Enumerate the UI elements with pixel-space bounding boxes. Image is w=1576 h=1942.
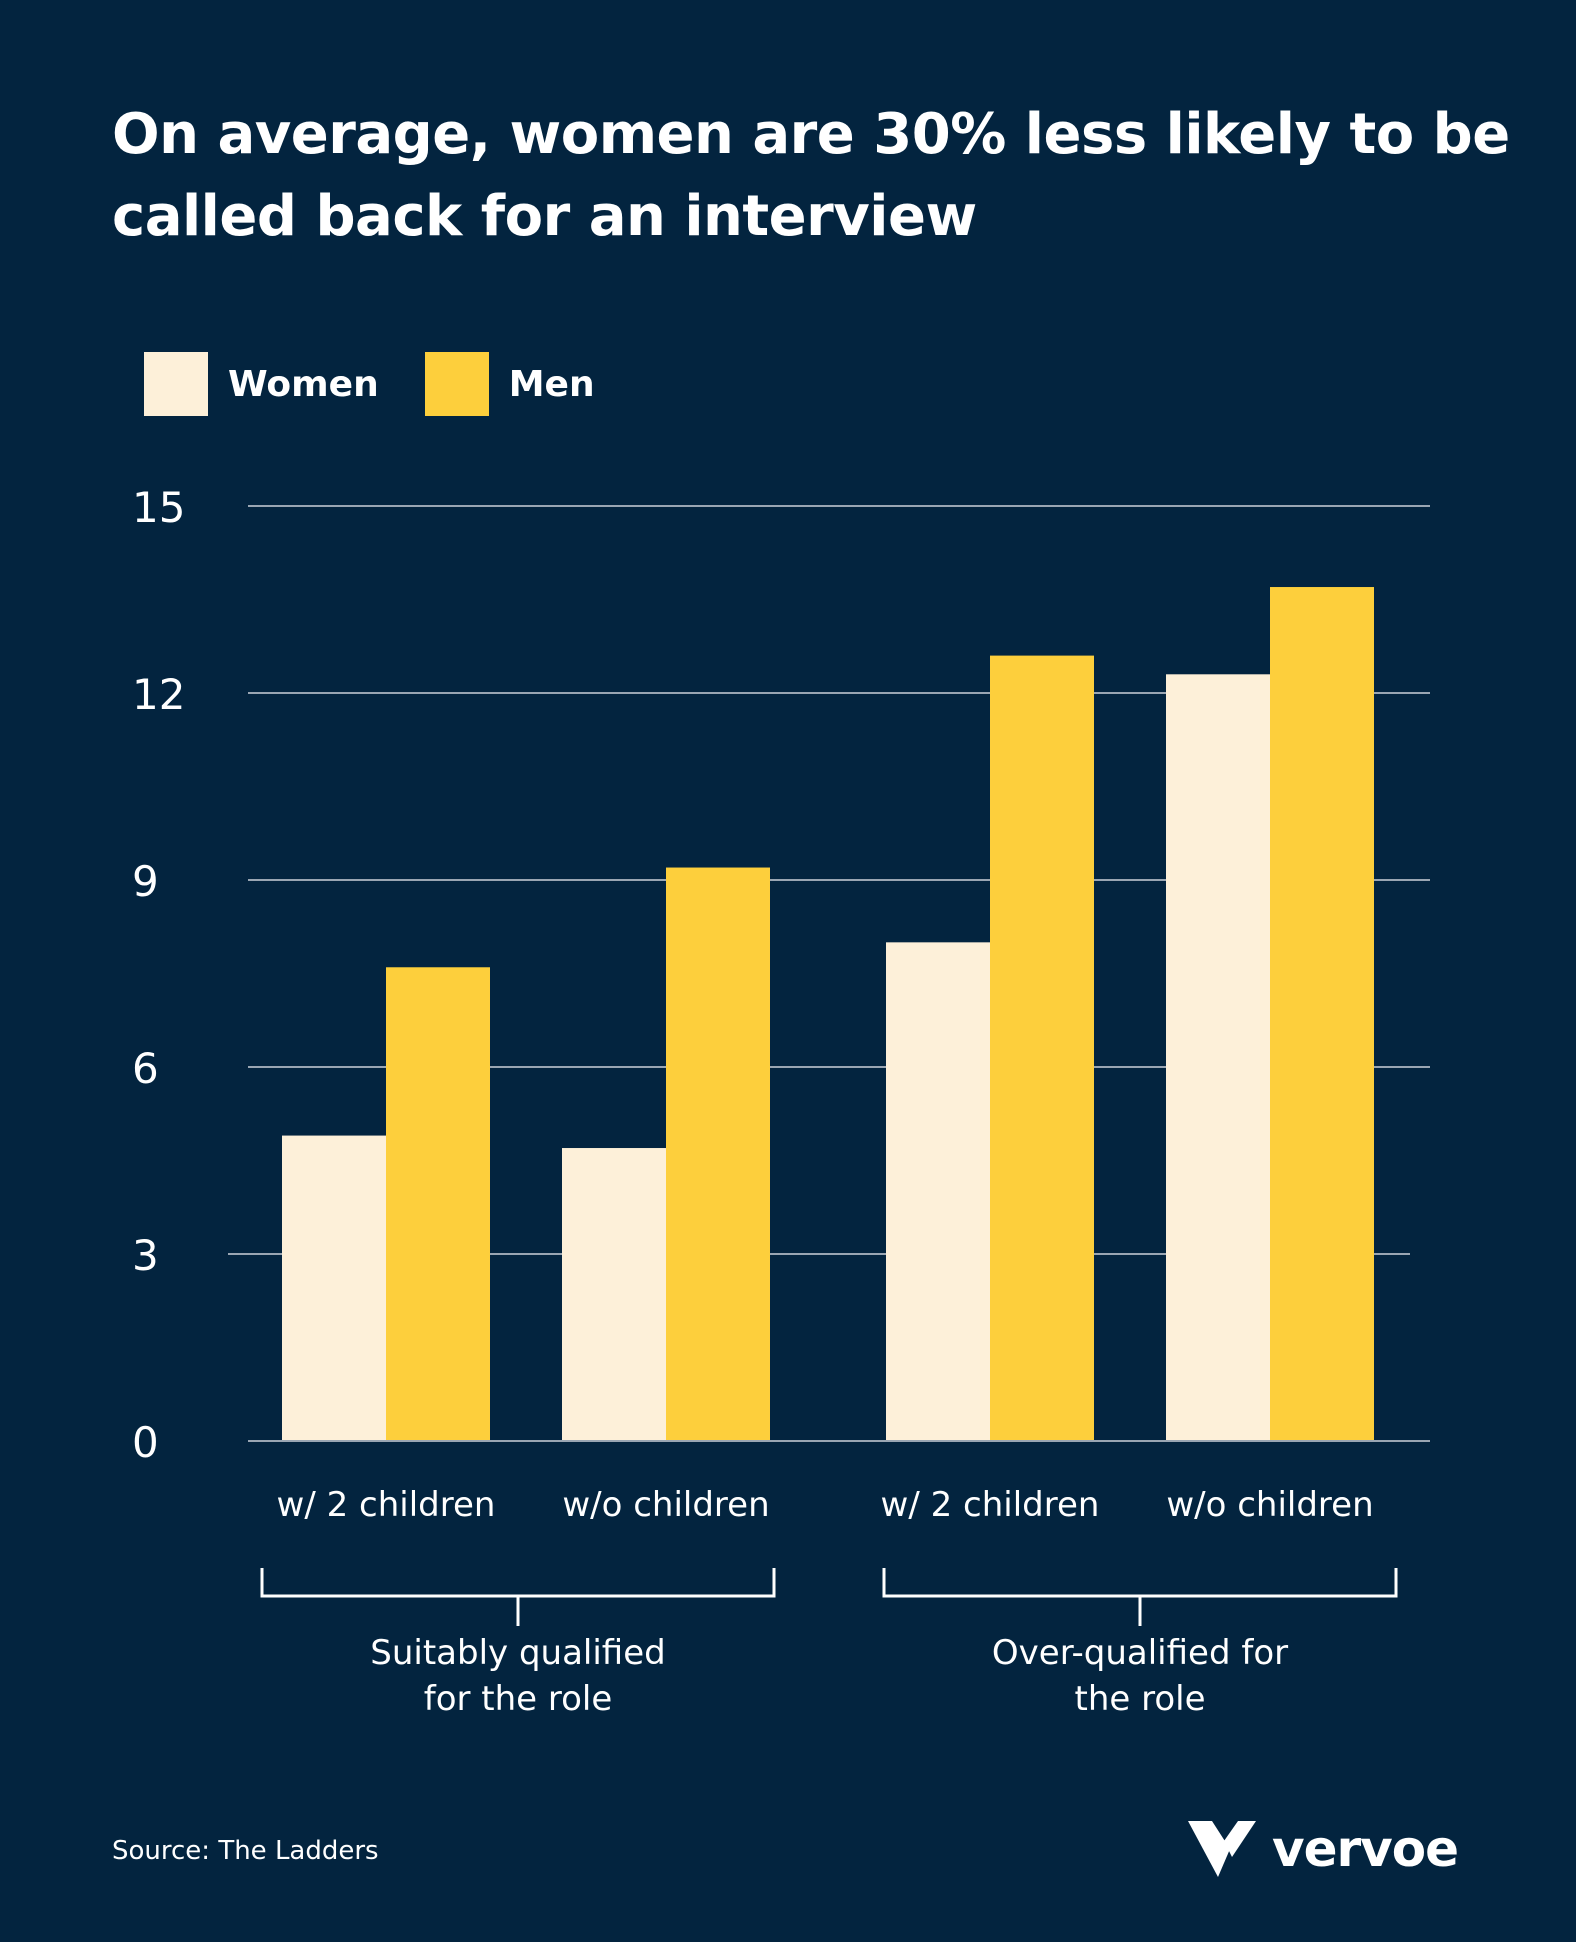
y-tick-label: 0 bbox=[132, 1418, 159, 1467]
bar-men-2 bbox=[666, 867, 770, 1441]
group-label-2: Over-qualified for bbox=[992, 1633, 1288, 1673]
bar-men-3 bbox=[990, 655, 1094, 1441]
group-label-1: for the role bbox=[424, 1679, 613, 1719]
bar-men-1 bbox=[386, 967, 490, 1441]
source-note: Source: The Ladders bbox=[112, 1836, 379, 1866]
vervoe-logo: vervoe bbox=[1188, 1820, 1459, 1878]
group-label-2: the role bbox=[1074, 1679, 1205, 1719]
legend-label-women: Women bbox=[228, 363, 379, 405]
bar-women-3 bbox=[886, 942, 990, 1441]
vervoe-v-logo-icon bbox=[1188, 1821, 1256, 1877]
legend-swatch-women bbox=[144, 352, 208, 416]
x-tick-label: w/o children bbox=[562, 1485, 769, 1525]
legend: Women Men bbox=[144, 352, 641, 416]
group-bracket-2 bbox=[882, 1568, 1398, 1626]
y-tick-label: 6 bbox=[132, 1044, 159, 1093]
chart-title: On average, women are 30% less likely to… bbox=[112, 102, 1510, 249]
y-tick-label: 12 bbox=[132, 670, 185, 719]
logo-wordmark: vervoe bbox=[1272, 1820, 1459, 1878]
legend-label-men: Men bbox=[508, 363, 595, 405]
group-label-1: Suitably qualified bbox=[370, 1633, 665, 1673]
y-tick-label: 15 bbox=[132, 483, 185, 532]
bar-women-1 bbox=[282, 1135, 386, 1441]
y-tick-label: 9 bbox=[132, 857, 159, 906]
group-bracket-1 bbox=[260, 1568, 776, 1626]
bar-women-2 bbox=[562, 1148, 666, 1441]
bar-men-4 bbox=[1270, 587, 1374, 1441]
x-tick-label: w/o children bbox=[1166, 1485, 1373, 1525]
x-tick-label: w/ 2 children bbox=[277, 1485, 496, 1525]
legend-item-women: Women bbox=[144, 352, 379, 416]
legend-swatch-men bbox=[424, 352, 489, 416]
y-tick-label: 3 bbox=[132, 1231, 159, 1280]
x-tick-label: w/ 2 children bbox=[881, 1485, 1100, 1525]
legend-item-men: Men bbox=[424, 352, 595, 416]
bar-women-4 bbox=[1166, 674, 1270, 1441]
